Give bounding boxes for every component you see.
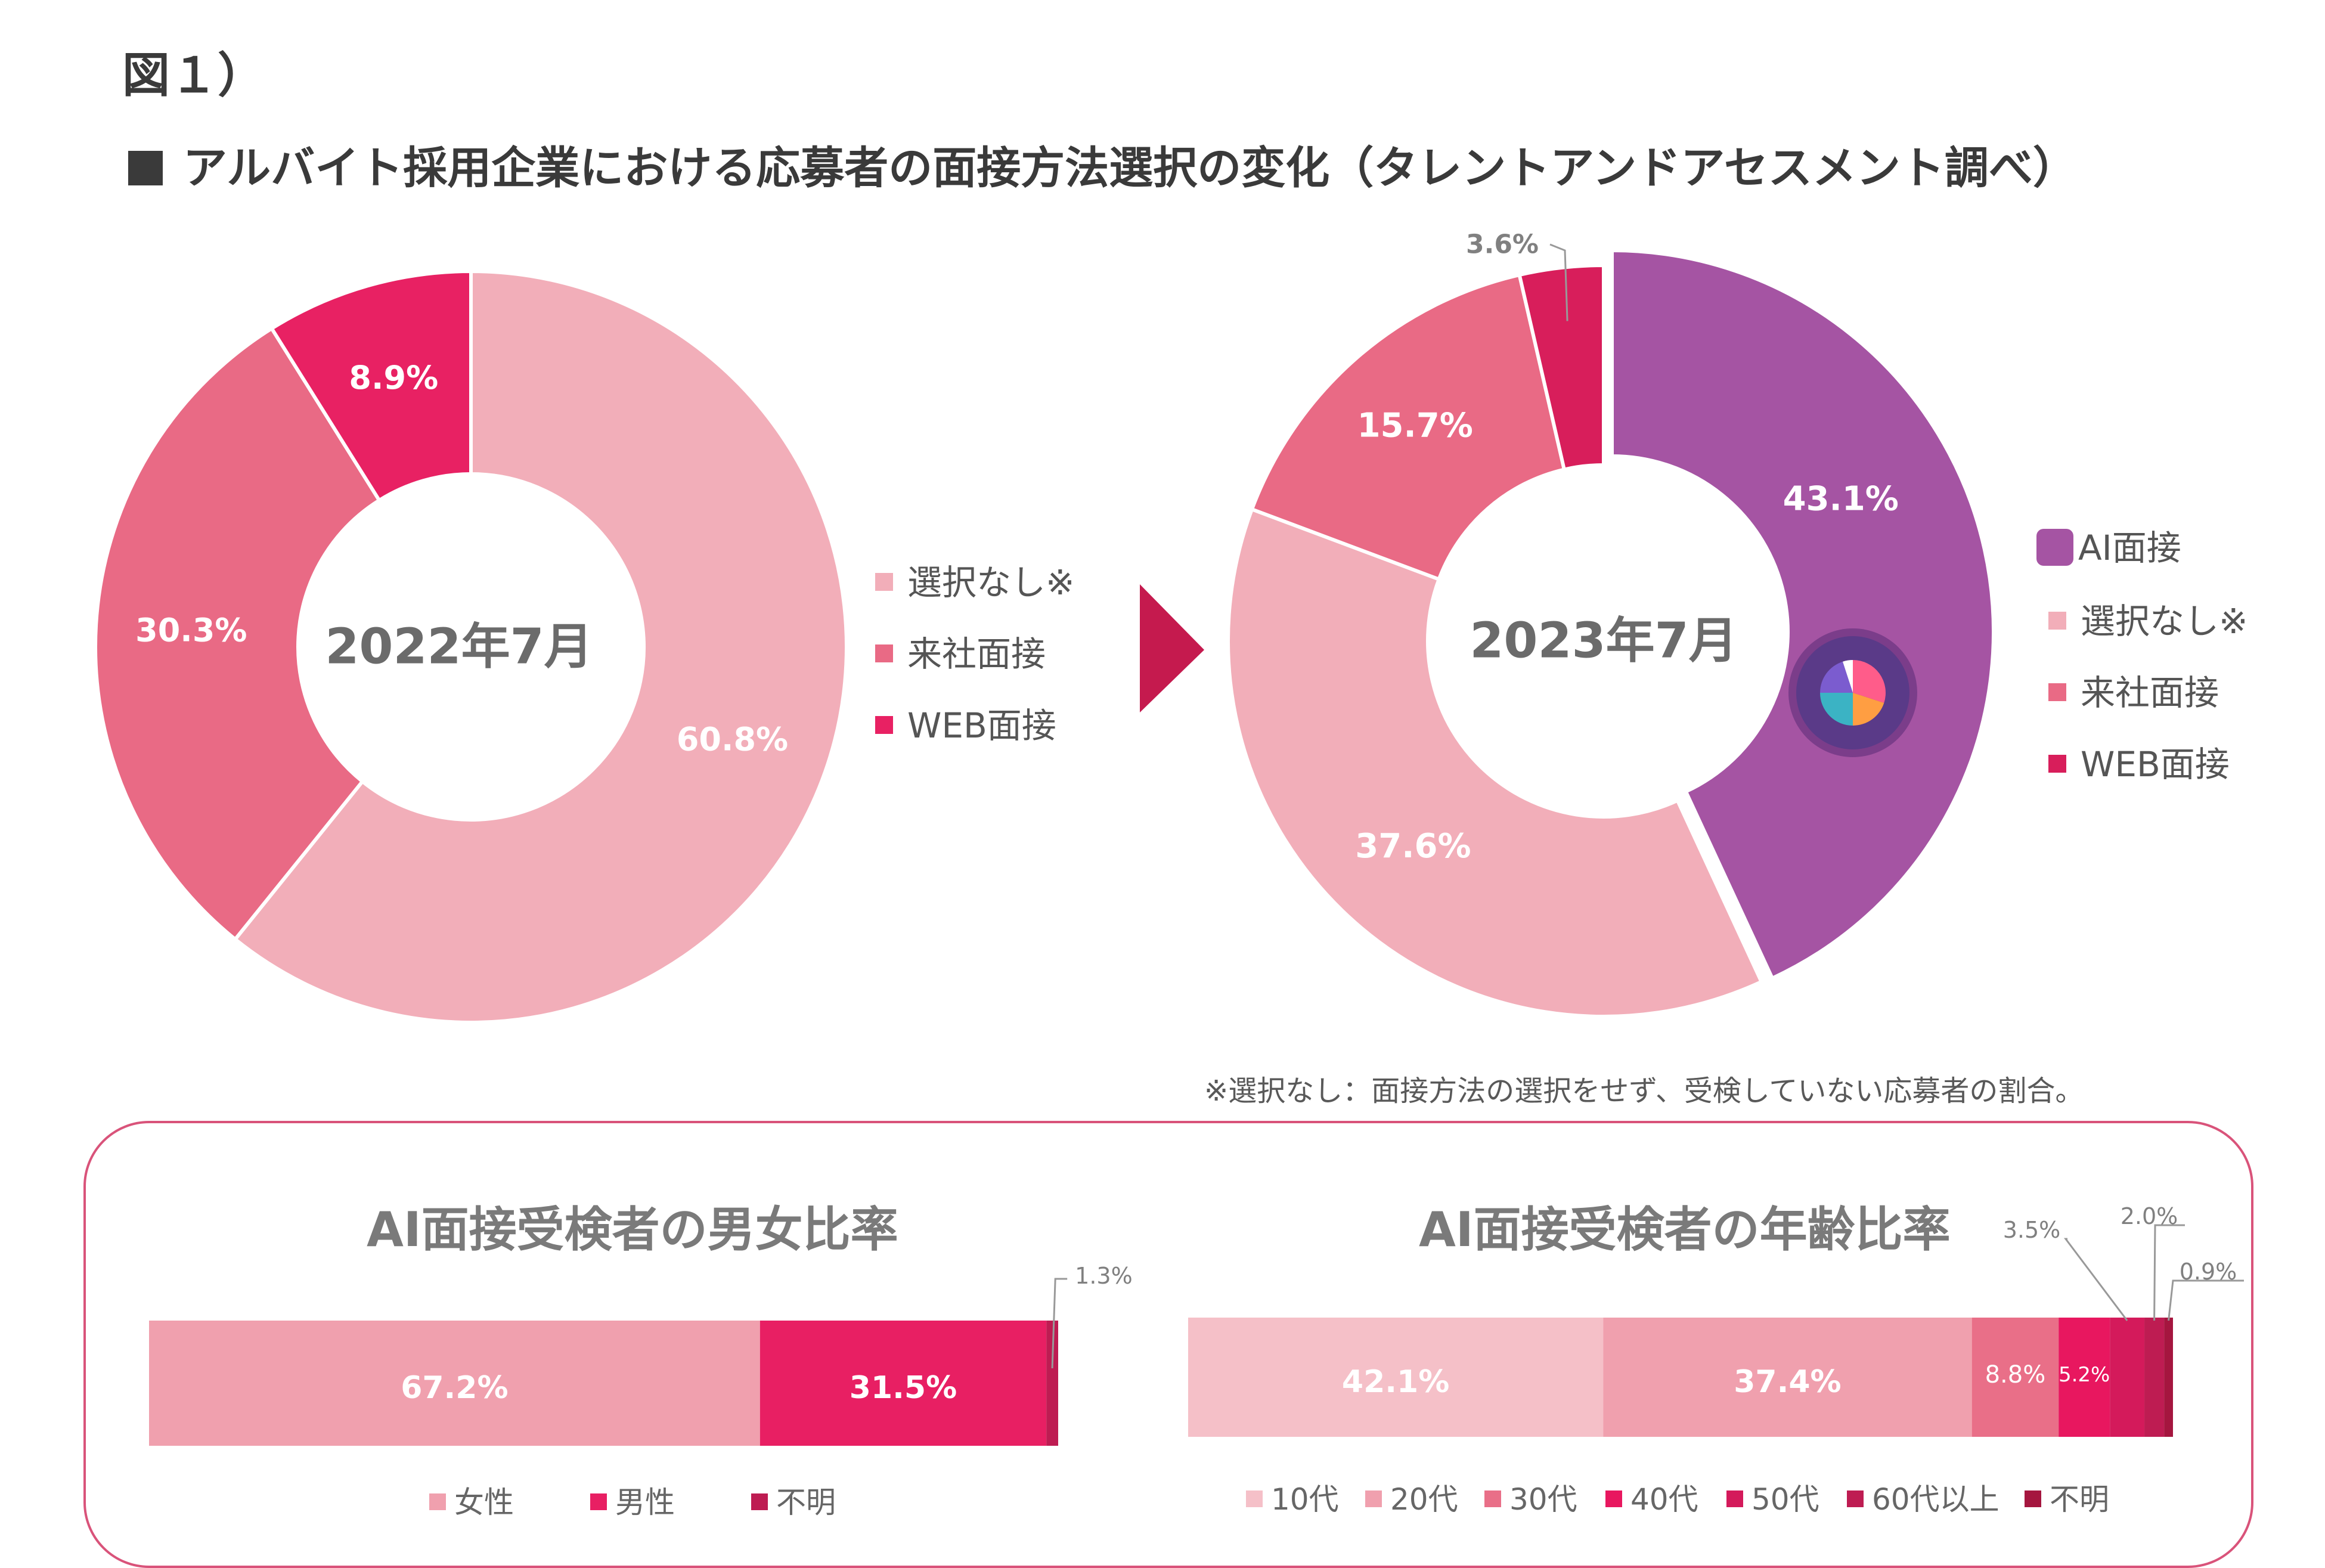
age-bar-segment-6 bbox=[2164, 1318, 2173, 1437]
gender-legend-0: 女性 bbox=[429, 1479, 514, 1521]
donut-2023-label-3: 3.6% bbox=[1466, 230, 1539, 260]
age-legend-5: 60代以上 bbox=[1847, 1476, 2000, 1519]
age-bar-label-4: 3.5% bbox=[2003, 1217, 2061, 1243]
gender-bar-label-2: 1.3% bbox=[1075, 1263, 1133, 1289]
donut-2023-leader-line bbox=[1549, 243, 1568, 321]
legend-2023-item-0: AI面接 bbox=[2036, 520, 2181, 570]
gender-bar-segment-1 bbox=[760, 1321, 1047, 1446]
age-bar-segment-1 bbox=[1603, 1318, 1972, 1437]
age-bar-segment-3 bbox=[2059, 1318, 2110, 1437]
legend-swatch bbox=[875, 716, 893, 734]
page-title-text: アルバイト採用企業における応募者の面接方法選択の変化（タレントアンドアセスメント… bbox=[183, 142, 2077, 194]
gender-legend-1: 男性 bbox=[590, 1479, 675, 1521]
donut-2023-slice-3 bbox=[1517, 263, 1605, 472]
age-chart-title: AI面接受検者の年齢比率 bbox=[1419, 1202, 1951, 1257]
figure-label: 図１） bbox=[122, 48, 265, 103]
age-legend-4: 50代 bbox=[1726, 1476, 1819, 1519]
age-legend-2: 30代 bbox=[1484, 1476, 1577, 1519]
legend-2023-item-3: WEB面接 bbox=[2048, 736, 2230, 786]
ai-badge-segment-0 bbox=[1853, 660, 1886, 703]
gender-chart-title: AI面接受検者の男女比率 bbox=[367, 1202, 898, 1257]
page-title: アルバイト採用企業における応募者の面接方法選択の変化（タレントアンドアセスメント… bbox=[128, 132, 2077, 196]
arrow-right-icon bbox=[1140, 584, 1204, 712]
ai-badge-segment-4 bbox=[1843, 660, 1853, 693]
donut-2022-slice-1 bbox=[94, 326, 382, 942]
age-legend-0: 10代 bbox=[1246, 1476, 1339, 1519]
age-bar-label-1: 37.4% bbox=[1734, 1364, 1841, 1400]
gender-bar-label-0: 67.2% bbox=[401, 1370, 508, 1406]
age-bar-segment-5 bbox=[2144, 1318, 2165, 1437]
square-bullet-icon bbox=[128, 151, 163, 185]
donut-2023-slice-1 bbox=[1226, 507, 1764, 1018]
gender-bar-segment-2 bbox=[1046, 1321, 1058, 1446]
gender-bar-segment-0 bbox=[149, 1321, 760, 1446]
ai-badge-ring bbox=[1796, 636, 1909, 749]
age-bar-label-0: 42.1% bbox=[1342, 1364, 1449, 1400]
gender-legend-2: 不明 bbox=[751, 1479, 836, 1521]
donut-2022-slice-0 bbox=[232, 269, 848, 1024]
donut-2023-slice-2 bbox=[1250, 272, 1567, 582]
donut-2022-center-label: 2022年7月 bbox=[325, 619, 593, 675]
legend-swatch bbox=[2048, 683, 2066, 701]
age-bar-label-2: 8.8% bbox=[1985, 1361, 2046, 1389]
legend-swatch bbox=[2036, 529, 2073, 566]
footnote: ※選択なし：面接方法の選択をせず、受検していない応募者の割合。 bbox=[1204, 1074, 2084, 1108]
legend-2023-item-1: 選択なし※ bbox=[2048, 593, 2248, 643]
ai-badge-segment-2 bbox=[1820, 693, 1853, 726]
legend-swatch bbox=[2048, 612, 2066, 630]
legend-swatch bbox=[875, 573, 893, 591]
age-bar-segment-2 bbox=[1971, 1318, 2059, 1437]
age-legend-6: 不明 bbox=[2025, 1476, 2109, 1519]
legend-2022-item-0: 選択なし※ bbox=[875, 554, 1075, 605]
donut-2022-slice-2 bbox=[269, 269, 473, 503]
donut-2023-label-2: 15.7% bbox=[1357, 406, 1473, 445]
age-bar-label-3: 5.2% bbox=[2059, 1363, 2110, 1387]
age-bar-segment-0 bbox=[1188, 1318, 1604, 1437]
ai-badge-segment-3 bbox=[1820, 661, 1853, 693]
gender-bar-label-1: 31.5% bbox=[850, 1370, 957, 1406]
age-bar-label-5: 2.0% bbox=[2121, 1203, 2178, 1229]
ai-badge-segment-1 bbox=[1853, 693, 1884, 726]
donut-2023-center-label: 2023年7月 bbox=[1470, 613, 1737, 670]
donut-2023-label-1: 37.6% bbox=[1355, 827, 1471, 866]
donut-2022-label-0: 60.8% bbox=[677, 720, 788, 758]
age-leader-line-5 bbox=[2153, 1224, 2185, 1321]
age-bar-label-6: 0.9% bbox=[2180, 1259, 2237, 1285]
age-legend-3: 40代 bbox=[1605, 1476, 1698, 1519]
age-leader-line-4 bbox=[2063, 1238, 2128, 1321]
legend-2023-item-2: 来社面接 bbox=[2048, 665, 2219, 715]
legend-2022-item-2: WEB面接 bbox=[875, 698, 1056, 748]
gender-leader-line bbox=[1051, 1278, 1068, 1369]
donut-2023-label-0: 43.1% bbox=[1783, 479, 1899, 518]
age-legend-1: 20代 bbox=[1365, 1476, 1458, 1519]
legend-swatch bbox=[875, 644, 893, 662]
legend-2022-item-1: 来社面接 bbox=[875, 626, 1046, 676]
donut-2022-label-2: 8.9% bbox=[349, 359, 438, 396]
age-leader-line-6 bbox=[2168, 1279, 2244, 1321]
age-bar-segment-4 bbox=[2110, 1318, 2145, 1437]
donut-2023-slice-0 bbox=[1610, 248, 1995, 981]
donut-2022-label-1: 30.3% bbox=[135, 611, 247, 649]
legend-swatch bbox=[2048, 755, 2066, 773]
